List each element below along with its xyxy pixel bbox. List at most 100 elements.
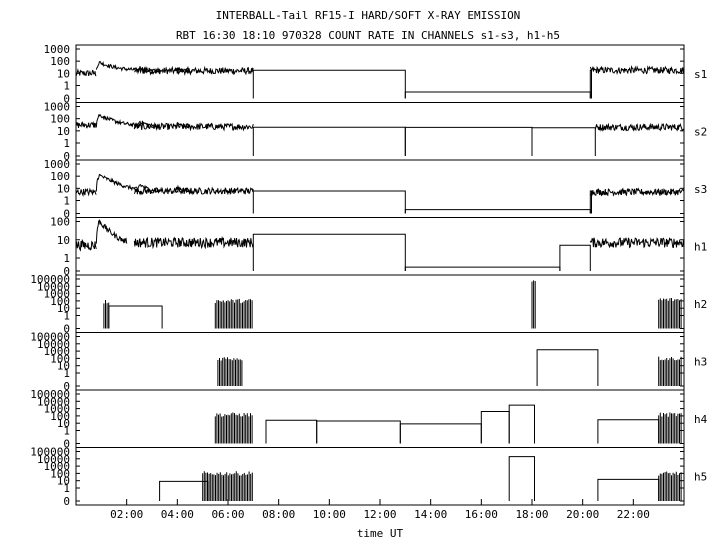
y-tick-label: 10	[57, 360, 70, 373]
x-tick-label: 18:00	[515, 508, 548, 521]
step-segment-s3	[589, 190, 592, 214]
decay-curve-s2	[136, 120, 161, 130]
panel-label: h1	[694, 240, 707, 253]
decay-curve-s1	[136, 66, 161, 75]
spike-burst-h3	[658, 356, 682, 386]
y-tick-label: 10000	[37, 453, 70, 466]
panel-frame	[75, 332, 685, 391]
y-tick-label: 10000	[37, 280, 70, 293]
x-tick-label: 08:00	[262, 508, 295, 521]
panel-label: s2	[694, 125, 707, 138]
step-segment-h2	[108, 305, 163, 329]
y-tick-label: 0	[63, 93, 70, 106]
y-tick-label: 100	[50, 467, 70, 480]
series-line-h1	[133, 235, 254, 250]
decay-curve-s3	[174, 184, 193, 194]
y-tick-label: 10	[57, 67, 70, 80]
step-segment-h4	[508, 404, 535, 444]
y-tick-label: 0	[63, 150, 70, 163]
decay-curve-s1	[95, 60, 138, 72]
y-tick-label: 1	[63, 80, 70, 93]
y-tick-label: 0	[63, 495, 70, 508]
y-tick-label: 1	[63, 310, 70, 323]
chart-subtitle: RBT 16:30 18:10 970328 COUNT RATE IN CHA…	[176, 29, 560, 42]
x-tick-label: 16:00	[465, 508, 498, 521]
y-tick-label: 0	[63, 323, 70, 336]
y-tick-label: 1	[63, 195, 70, 208]
x-tick-label: 14:00	[414, 508, 447, 521]
step-segment-s3	[404, 209, 591, 214]
y-tick-label: 100	[50, 170, 70, 183]
spike-burst-h5	[202, 471, 253, 501]
decay-curve-s2	[95, 113, 138, 129]
panel-frame	[75, 217, 685, 276]
y-tick-label: 100	[50, 295, 70, 308]
step-segment-h4	[265, 419, 318, 444]
step-segment-h4	[480, 411, 510, 444]
series-line-s2	[133, 121, 254, 132]
y-tick-label: 0	[63, 265, 70, 278]
spike-burst-h5	[658, 471, 682, 501]
decay-curve-s3	[136, 184, 160, 194]
step-segment-s1	[252, 69, 406, 99]
x-tick-label: 12:00	[363, 508, 396, 521]
y-tick-label: 100000	[30, 388, 70, 401]
x-tick-label: 10:00	[313, 508, 346, 521]
y-tick-label: 100000	[30, 273, 70, 286]
spike-burst-h2	[214, 298, 253, 329]
decay-curve-s3	[95, 173, 138, 192]
series-line-s2	[594, 122, 684, 133]
x-tick-label: 02:00	[110, 508, 143, 521]
panel-h1: 100 10 10 h1	[50, 216, 707, 279]
step-segment-h4	[597, 419, 660, 444]
decay-curve-s1	[174, 67, 193, 75]
y-tick-label: 1	[63, 425, 70, 438]
panel-label: s1	[694, 68, 707, 81]
y-tick-label: 1000	[44, 288, 71, 301]
x-tick-label: 22:00	[617, 508, 650, 521]
step-segment-h3	[536, 349, 599, 386]
y-tick-label: 100	[50, 216, 70, 229]
y-tick-label: 10	[57, 417, 70, 430]
step-segment-h5	[597, 478, 660, 501]
panel-label: s3	[694, 183, 707, 196]
series-line-s1	[75, 68, 97, 77]
panel-frame	[75, 389, 685, 448]
x-axis-label: time UT	[357, 527, 404, 540]
y-tick-label: 0	[63, 208, 70, 221]
y-tick-label: 1	[63, 482, 70, 495]
panel-frame	[75, 447, 685, 506]
y-tick-label: 100	[50, 55, 70, 68]
y-tick-label: 100000	[30, 331, 70, 344]
step-segment-s1	[404, 91, 591, 99]
panel-label: h4	[694, 413, 708, 426]
panel-frame	[75, 274, 685, 333]
panel-label: h3	[694, 355, 707, 368]
panel-label: h5	[694, 470, 707, 483]
spike-burst-h4	[214, 412, 253, 444]
spike-burst-h4	[658, 412, 682, 444]
spike-burst-h2	[103, 300, 110, 329]
y-tick-label: 10	[57, 234, 70, 247]
y-tick-label: 100000	[30, 446, 70, 459]
chart-title: INTERBALL-Tail RF15-I HARD/SOFT X-RAY EM…	[216, 9, 521, 22]
series-line-h1	[75, 238, 97, 252]
step-segment-h1	[559, 244, 591, 271]
step-segment-s2	[252, 126, 406, 156]
y-tick-label: 10	[57, 182, 70, 195]
y-tick-label: 1000	[44, 345, 71, 358]
series-line-s1	[134, 65, 254, 77]
series-line-h1	[589, 237, 685, 249]
decay-curve-h1	[95, 219, 128, 244]
series-line-s3	[75, 187, 97, 198]
step-segment-h4	[316, 420, 401, 444]
step-segment-s3	[252, 190, 406, 214]
panel-label: h2	[694, 298, 707, 311]
step-segment-s1	[589, 69, 592, 99]
panel-frame	[75, 102, 685, 161]
